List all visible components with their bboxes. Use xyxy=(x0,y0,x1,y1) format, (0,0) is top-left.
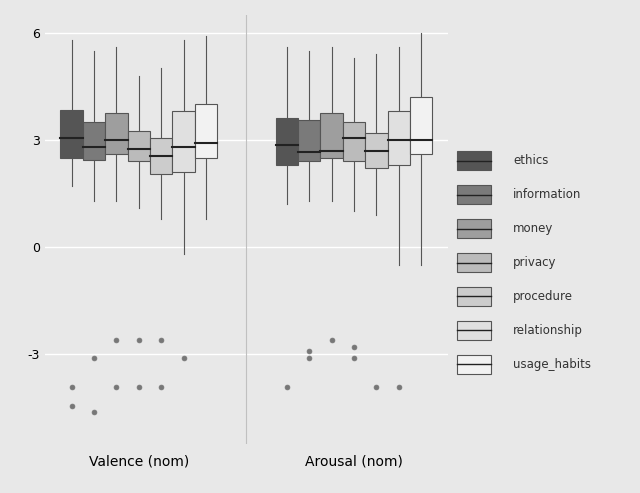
Bar xyxy=(457,253,491,272)
Text: procedure: procedure xyxy=(513,290,573,303)
Bar xyxy=(172,111,195,172)
Text: relationship: relationship xyxy=(513,324,583,337)
Bar xyxy=(343,122,365,161)
Bar xyxy=(195,104,217,158)
Bar xyxy=(365,133,388,169)
Bar xyxy=(105,113,127,154)
Text: usage_habits: usage_habits xyxy=(513,358,591,371)
Bar xyxy=(321,113,343,158)
Bar xyxy=(298,120,321,161)
Bar xyxy=(127,131,150,161)
Bar xyxy=(457,287,491,306)
Bar xyxy=(276,118,298,165)
Bar xyxy=(457,321,491,340)
Text: privacy: privacy xyxy=(513,256,556,269)
Bar xyxy=(457,151,491,171)
Bar xyxy=(150,138,172,174)
Text: money: money xyxy=(513,222,554,235)
Bar xyxy=(457,355,491,374)
Bar xyxy=(457,185,491,204)
Bar xyxy=(60,109,83,158)
Text: ethics: ethics xyxy=(513,154,548,168)
Bar xyxy=(410,97,433,154)
Bar xyxy=(388,111,410,165)
Bar xyxy=(83,122,105,160)
Text: information: information xyxy=(513,188,581,201)
Bar xyxy=(457,219,491,238)
